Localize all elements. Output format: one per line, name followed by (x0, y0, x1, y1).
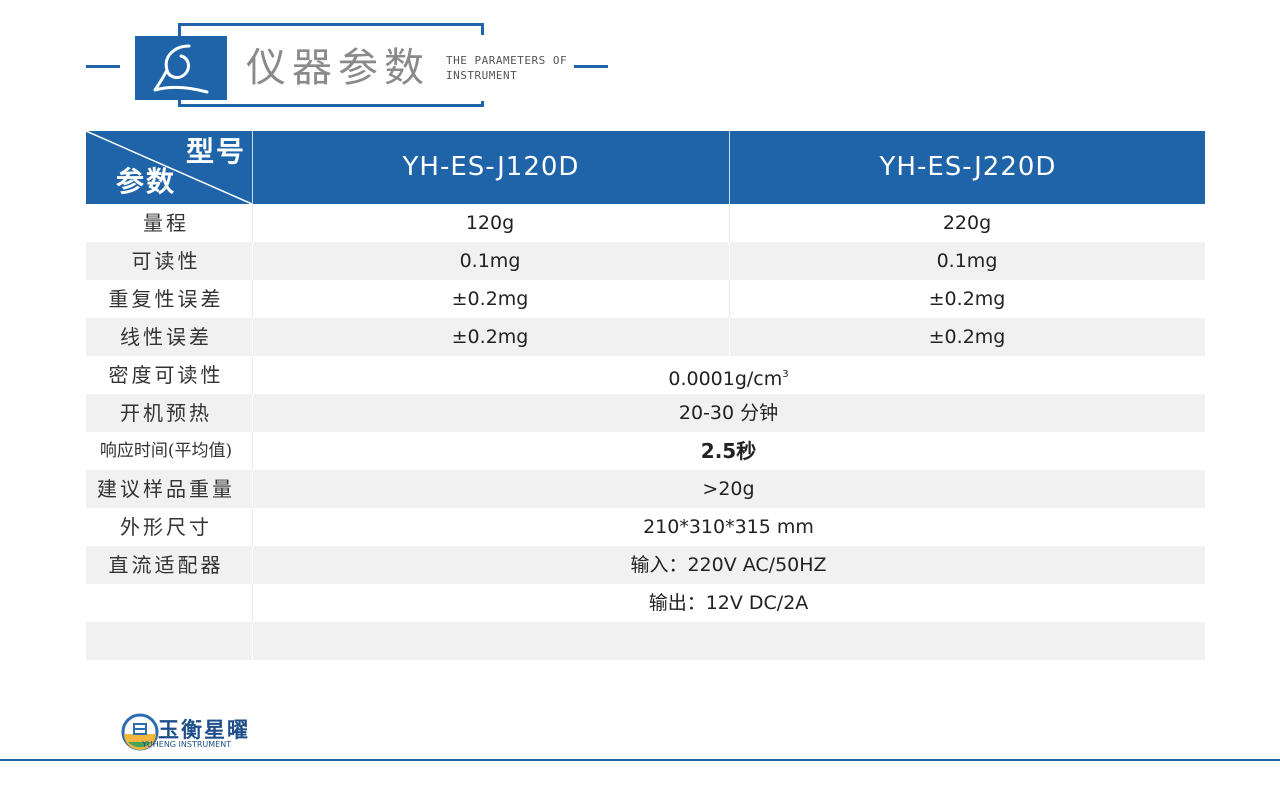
row-value-model-1: ±0.2mg (451, 326, 529, 348)
row-value-model-2: 0.1mg (936, 250, 998, 272)
row-label: 直流适配器 (108, 553, 224, 577)
row-label: 建议样品重量 (97, 477, 235, 501)
table-row (86, 622, 1205, 660)
row-value-shared: 输出：12V DC/2A (648, 592, 809, 614)
footer-rule (0, 759, 1280, 761)
row-label: 开机预热 (120, 401, 212, 425)
header-rule-left (86, 65, 120, 68)
brand-logo: 玉衡星曜 YUHENG INSTRUMENT (120, 712, 280, 758)
row-value-shared: 2.5秒 (700, 439, 757, 463)
row-value-model-2: 220g (942, 212, 992, 234)
row-label (86, 584, 246, 622)
corner-label-params: 参数 (116, 165, 177, 198)
brand-name-cn: 玉衡星曜 (158, 717, 250, 742)
table-row: 响应时间(平均值) 2.5秒 (86, 432, 1205, 470)
row-value-shared: 210*310*315 mm (643, 516, 814, 538)
page-title: 仪器参数 (246, 45, 430, 91)
brand-emblem-icon (121, 713, 159, 751)
row-value-shared: 输入：220V AC/50HZ (630, 554, 827, 576)
row-value-model-2: ±0.2mg (928, 326, 1006, 348)
parameters-table: 型号 参数 YH-ES-J120D YH-ES-J220D 量程 120g 22… (86, 131, 1205, 660)
row-label: 外形尺寸 (120, 515, 212, 539)
row-label: 响应时间(平均值) (99, 441, 233, 461)
brand-name-en: YUHENG INSTRUMENT (142, 740, 232, 749)
header-icon-block (135, 36, 227, 100)
model-header-1: YH-ES-J120D (252, 131, 729, 204)
table-row: 开机预热 20-30 分钟 (86, 394, 1205, 432)
corner-diagonal (86, 131, 252, 204)
row-value-model-1: 120g (465, 212, 515, 234)
table-row: 可读性 0.1mg 0.1mg (86, 242, 1205, 280)
row-value-model-2: ±0.2mg (928, 288, 1006, 310)
header-corner-cell: 型号 参数 (86, 131, 252, 204)
density-exponent: 3 (782, 369, 789, 380)
row-label: 重复性误差 (108, 287, 224, 311)
header-title-box (228, 35, 558, 101)
model-header-2: YH-ES-J220D (729, 131, 1206, 204)
density-value: 0.0001g/cm (668, 368, 783, 390)
corner-label-model: 型号 (185, 135, 246, 168)
row-label: 可读性 (131, 249, 201, 273)
row-value-shared: >20g (702, 478, 755, 500)
row-value-shared: 0.0001g/cm3 (252, 356, 1205, 394)
row-value-shared: 20-30 分钟 (678, 402, 779, 424)
table-row: 量程 120g 220g (86, 204, 1205, 242)
quill-letter-icon (153, 44, 209, 94)
row-label (86, 622, 246, 660)
row-value-shared (252, 622, 1205, 660)
row-value-model-1: 0.1mg (459, 250, 521, 272)
table-row: 密度可读性 0.0001g/cm3 (86, 356, 1205, 394)
table-row: 重复性误差 ±0.2mg ±0.2mg (86, 280, 1205, 318)
row-label: 量程 (143, 211, 189, 235)
table-header: 型号 参数 YH-ES-J120D YH-ES-J220D (86, 131, 1205, 204)
header-rule-right (574, 65, 608, 68)
row-value-model-1: ±0.2mg (451, 288, 529, 310)
table-row: 输出：12V DC/2A (86, 584, 1205, 622)
row-label: 线性误差 (120, 325, 212, 349)
table-row: 直流适配器 输入：220V AC/50HZ (86, 546, 1205, 584)
table-row: 线性误差 ±0.2mg ±0.2mg (86, 318, 1205, 356)
table-row: 建议样品重量 >20g (86, 470, 1205, 508)
table-row: 外形尺寸 210*310*315 mm (86, 508, 1205, 546)
row-label: 密度可读性 (108, 363, 224, 387)
page-subtitle: THE PARAMETERS OF INSTRUMENT (446, 54, 568, 82)
